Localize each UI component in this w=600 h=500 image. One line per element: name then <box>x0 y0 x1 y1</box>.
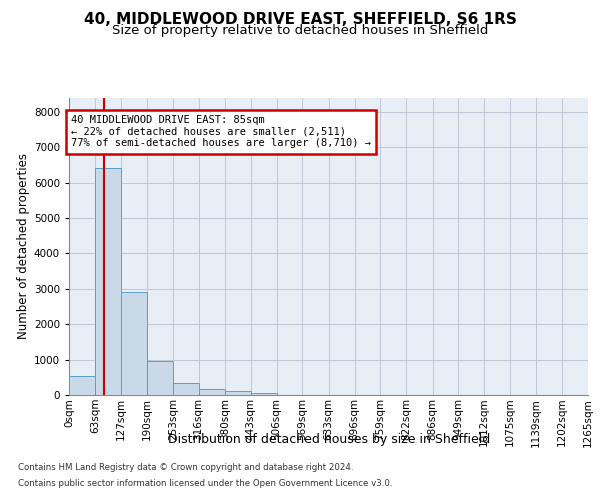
Y-axis label: Number of detached properties: Number of detached properties <box>17 153 29 340</box>
Bar <box>147 361 173 395</box>
Bar <box>121 292 147 395</box>
Text: Distribution of detached houses by size in Sheffield: Distribution of detached houses by size … <box>167 432 490 446</box>
Bar <box>95 168 121 395</box>
Bar <box>225 392 251 395</box>
Bar <box>199 390 225 395</box>
Bar <box>173 384 199 395</box>
Bar <box>251 392 277 395</box>
Bar <box>69 376 95 395</box>
Text: Size of property relative to detached houses in Sheffield: Size of property relative to detached ho… <box>112 24 488 37</box>
Text: Contains HM Land Registry data © Crown copyright and database right 2024.: Contains HM Land Registry data © Crown c… <box>18 464 353 472</box>
Text: 40 MIDDLEWOOD DRIVE EAST: 85sqm
← 22% of detached houses are smaller (2,511)
77%: 40 MIDDLEWOOD DRIVE EAST: 85sqm ← 22% of… <box>71 115 371 148</box>
Text: Contains public sector information licensed under the Open Government Licence v3: Contains public sector information licen… <box>18 478 392 488</box>
Text: 40, MIDDLEWOOD DRIVE EAST, SHEFFIELD, S6 1RS: 40, MIDDLEWOOD DRIVE EAST, SHEFFIELD, S6… <box>83 12 517 28</box>
